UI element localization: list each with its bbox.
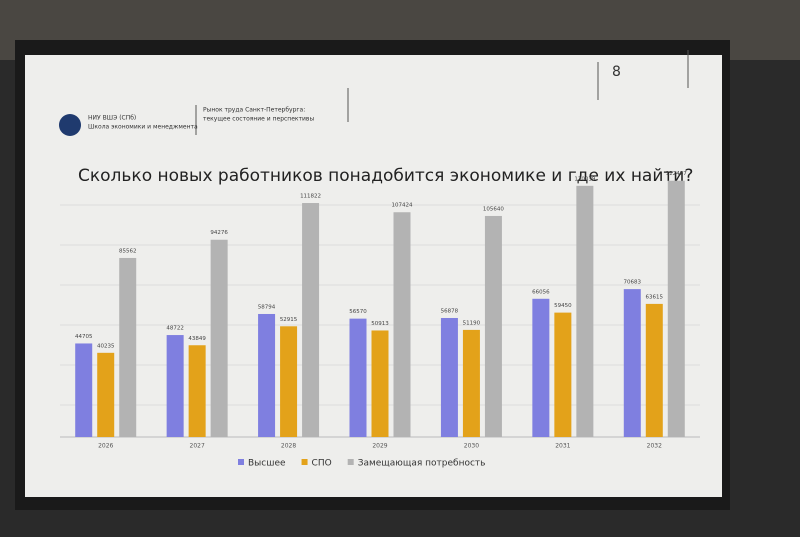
page-number: 8 bbox=[612, 64, 621, 80]
value-label: 40235 bbox=[97, 343, 115, 349]
value-label: 94276 bbox=[210, 230, 228, 236]
bar bbox=[75, 343, 93, 437]
x-tick-label: 2029 bbox=[372, 443, 387, 450]
bar bbox=[462, 329, 480, 437]
legend-label: Высшее bbox=[248, 459, 286, 469]
x-tick-label: 2026 bbox=[98, 443, 113, 450]
bar bbox=[371, 330, 389, 437]
x-tick-label: 2030 bbox=[464, 443, 479, 450]
bar bbox=[532, 298, 550, 437]
value-label: 59450 bbox=[554, 303, 572, 309]
bar bbox=[166, 335, 184, 437]
value-label: 52915 bbox=[280, 317, 298, 323]
value-label: 66056 bbox=[532, 289, 550, 295]
value-label: 50913 bbox=[371, 321, 389, 327]
legend-swatch bbox=[301, 459, 308, 465]
bar bbox=[302, 203, 320, 437]
org-line: Школа экономики и менеджмента bbox=[88, 124, 198, 131]
bar bbox=[440, 317, 458, 437]
legend-label: СПО bbox=[312, 459, 332, 469]
value-label: 58794 bbox=[258, 304, 276, 310]
bar bbox=[623, 289, 641, 437]
bar bbox=[188, 345, 206, 437]
value-label: 56878 bbox=[441, 308, 459, 314]
bar bbox=[393, 212, 411, 437]
bar bbox=[210, 239, 228, 437]
bar bbox=[349, 318, 367, 437]
bar bbox=[97, 352, 115, 437]
bar bbox=[576, 185, 594, 437]
bar bbox=[119, 257, 137, 437]
value-label: 111822 bbox=[300, 194, 321, 200]
value-label: 51190 bbox=[463, 320, 481, 326]
logo bbox=[59, 114, 81, 136]
value-label: 105640 bbox=[483, 206, 504, 212]
value-label: 85562 bbox=[119, 248, 137, 254]
bar bbox=[554, 312, 572, 437]
chart-title: Сколько новых работников понадобится эко… bbox=[78, 166, 693, 186]
value-label: 120039 bbox=[574, 176, 595, 182]
value-label: 122487 bbox=[666, 171, 687, 177]
x-tick-label: 2031 bbox=[555, 443, 570, 450]
value-label: 107424 bbox=[392, 203, 413, 209]
x-tick-label: 2027 bbox=[190, 443, 205, 450]
org-line: НИУ ВШЭ (СПб) bbox=[88, 115, 136, 122]
value-label: 44705 bbox=[75, 334, 93, 340]
value-label: 43849 bbox=[188, 336, 206, 342]
value-label: 56570 bbox=[349, 309, 367, 315]
x-tick-label: 2028 bbox=[281, 443, 296, 450]
topic-line: Рынок труда Санкт-Петербурга: bbox=[203, 107, 305, 114]
value-label: 48722 bbox=[166, 326, 184, 332]
bar bbox=[280, 326, 298, 437]
legend-label: Замещающая потребность bbox=[358, 459, 486, 469]
legend-swatch bbox=[347, 459, 354, 465]
bar bbox=[645, 303, 663, 437]
value-label: 63615 bbox=[646, 294, 664, 300]
bar bbox=[258, 313, 276, 437]
bar bbox=[667, 180, 685, 437]
topic-line: текущее состояние и перспективы bbox=[203, 116, 314, 123]
value-label: 70683 bbox=[624, 280, 642, 286]
x-tick-label: 2032 bbox=[647, 443, 662, 450]
legend-swatch bbox=[238, 459, 244, 465]
bar bbox=[484, 215, 502, 437]
